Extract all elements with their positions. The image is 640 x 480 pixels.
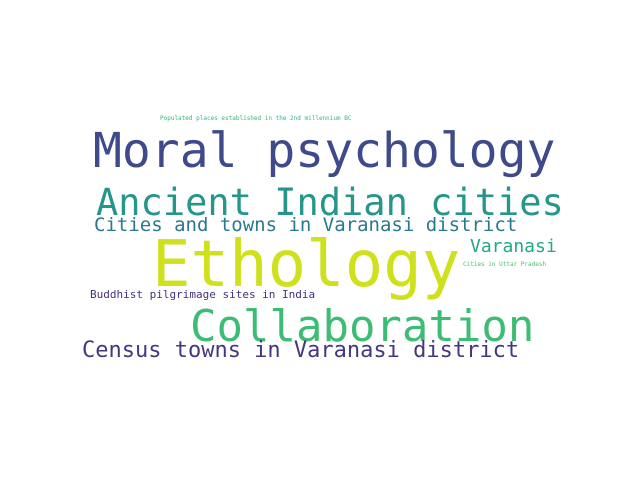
word-ancient-indian-cities: Ancient Indian cities [96, 181, 564, 224]
word-buddhist-pilgrimage: Buddhist pilgrimage sites in India [90, 288, 316, 301]
word-cities-uttar-pradesh: Cities in Uttar Pradesh [463, 261, 547, 268]
word-cities-towns-varanasi: Cities and towns in Varanasi district [94, 214, 518, 236]
word-varanasi: Varanasi [470, 236, 557, 257]
word-collaboration: Collaboration [190, 301, 535, 352]
word-census-towns-varanasi: Census towns in Varanasi district [82, 338, 520, 363]
word-populated-places: Populated places established in the 2nd … [160, 115, 352, 122]
word-ethology: Ethology [152, 228, 461, 302]
word-moral-psychology: Moral psychology [93, 123, 556, 179]
